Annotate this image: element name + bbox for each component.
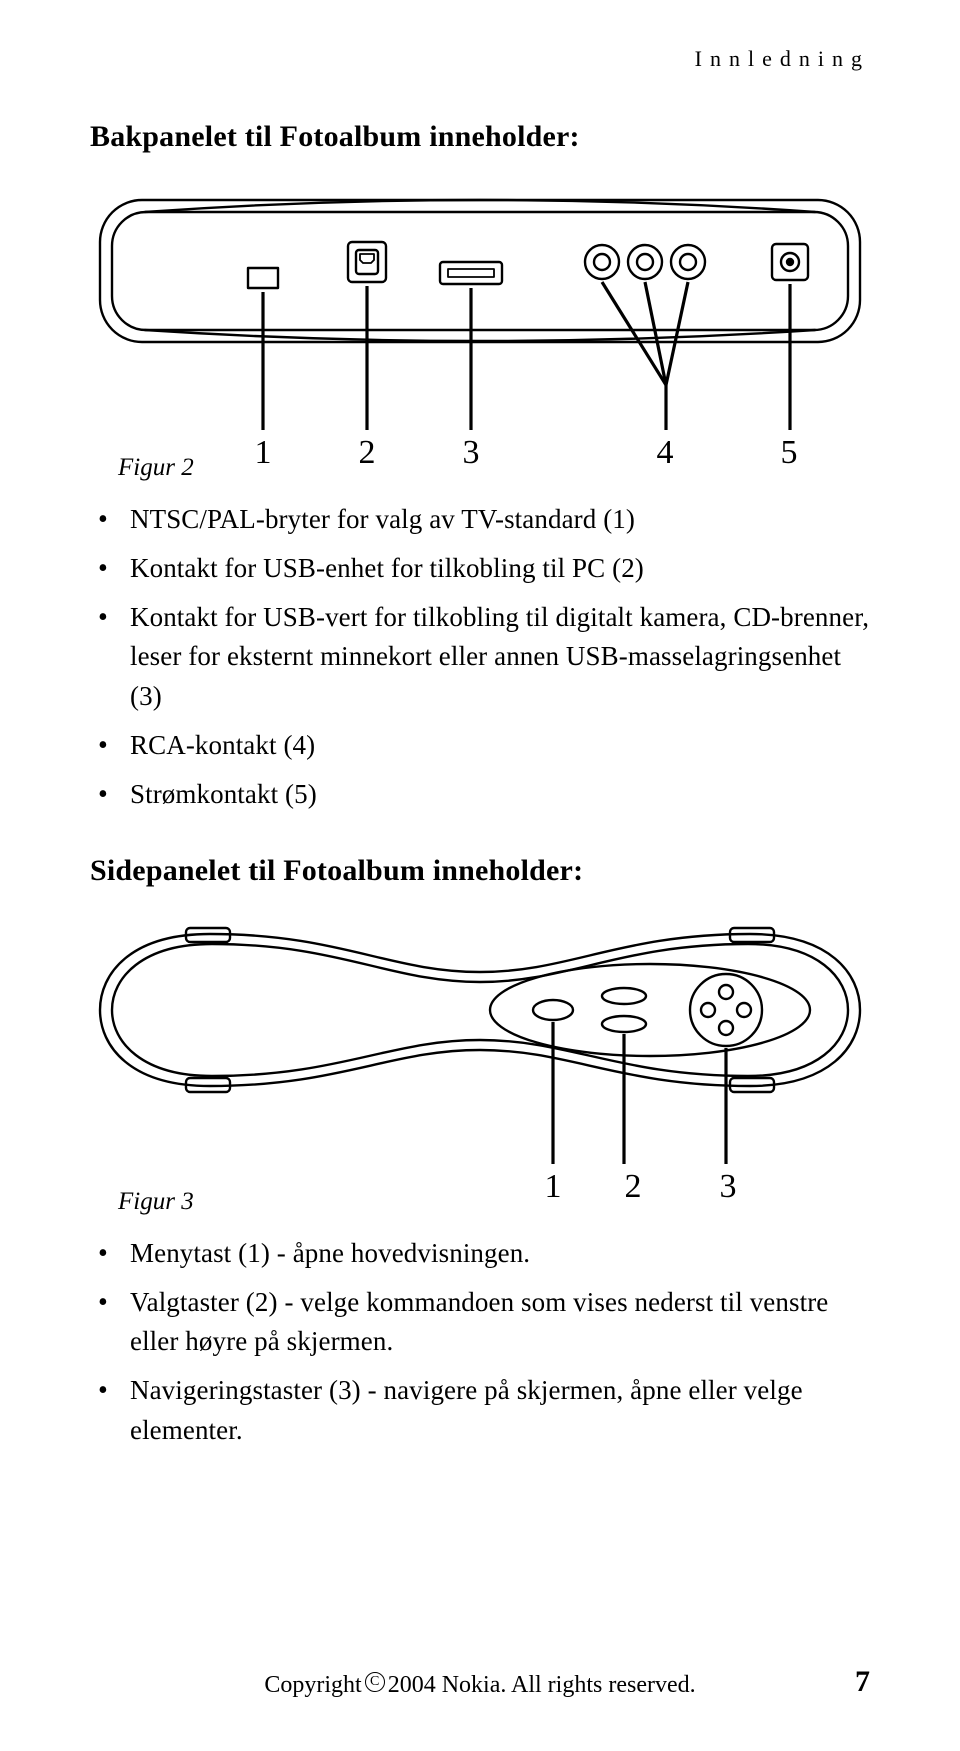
list-item: Menytast (1) - åpne hovedvisningen.: [90, 1234, 870, 1273]
list-item: NTSC/PAL-bryter for valg av TV-standard …: [90, 500, 870, 539]
section-header: Innledning: [695, 46, 870, 72]
section2-bullet-list: Menytast (1) - åpne hovedvisningen. Valg…: [90, 1234, 870, 1450]
page-number: 7: [855, 1665, 870, 1699]
fig2-label-2: 2: [322, 434, 412, 472]
copyright-prefix: Copyright: [264, 1672, 361, 1699]
fig3-label-3: 3: [668, 1168, 788, 1206]
list-item: Valgtaster (2) - velge kommandoen som vi…: [90, 1283, 870, 1361]
fig2-label-3: 3: [426, 434, 516, 472]
figure-2-diagram: [90, 180, 870, 430]
list-item: Navigeringstaster (3) - navigere på skje…: [90, 1371, 870, 1449]
fig3-label-2: 2: [598, 1168, 668, 1206]
list-item: Kontakt for USB-enhet for tilkobling til…: [90, 549, 870, 588]
section1-title: Bakpanelet til Fotoalbum inneholder:: [90, 120, 870, 154]
figure-3-diagram: [90, 914, 870, 1164]
fig2-label-4: 4: [620, 434, 710, 472]
fig2-label-5: 5: [744, 434, 834, 472]
section2-title: Sidepanelet til Fotoalbum inneholder:: [90, 854, 870, 888]
fig3-label-1: 1: [508, 1168, 598, 1206]
figure-3-caption: Figur 3: [118, 1188, 194, 1216]
copyright-suffix: 2004 Nokia. All rights reserved.: [388, 1672, 696, 1699]
copyright-symbol: C: [365, 1672, 385, 1692]
list-item: RCA-kontakt (4): [90, 726, 870, 765]
fig2-label-1: 1: [218, 434, 308, 472]
section1-bullet-list: NTSC/PAL-bryter for valg av TV-standard …: [90, 500, 870, 814]
list-item: Strømkontakt (5): [90, 775, 870, 814]
footer-copyright: Copyright C 2004 Nokia. All rights reser…: [90, 1672, 870, 1699]
figure-2-caption: Figur 2: [118, 454, 194, 482]
list-item: Kontakt for USB-vert for tilkobling til …: [90, 598, 870, 715]
